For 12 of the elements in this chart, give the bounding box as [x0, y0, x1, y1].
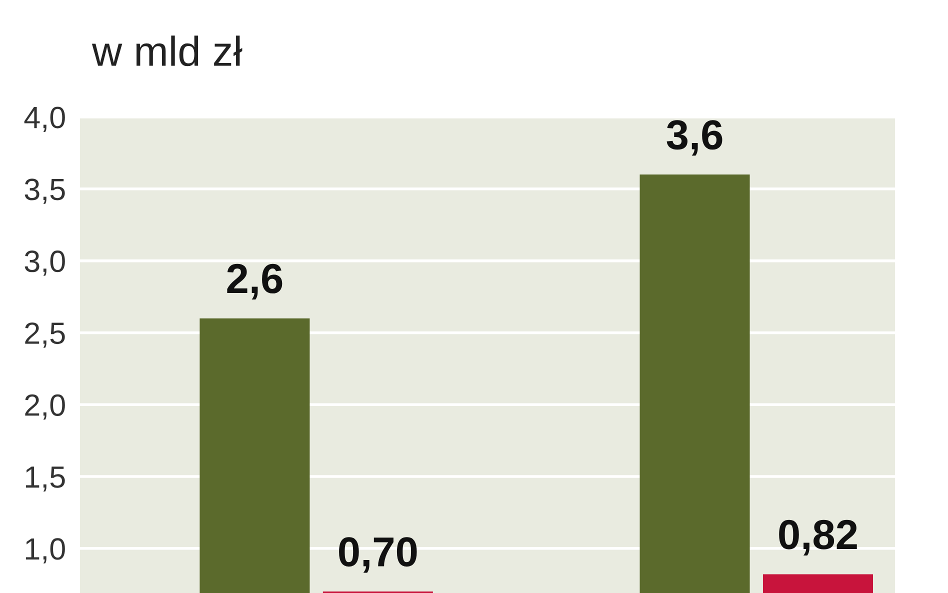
y-tick-label: 1,5: [26, 466, 65, 492]
text: 0,82: [779, 520, 857, 556]
text: 2,6: [227, 264, 282, 300]
text: 0,70: [339, 537, 417, 573]
y-tick-label: 3,0: [24, 250, 65, 276]
y-tick-label: 1,0: [26, 538, 65, 564]
y-tick-label: 2,0: [25, 394, 65, 420]
y-tick-label: 3,5: [24, 178, 65, 204]
y-tick-label: 4,0: [24, 106, 65, 132]
y-tick-label: 2,5: [25, 322, 65, 348]
text: 3,6: [666, 120, 722, 156]
chart-title: w mld zł: [92, 36, 242, 66]
